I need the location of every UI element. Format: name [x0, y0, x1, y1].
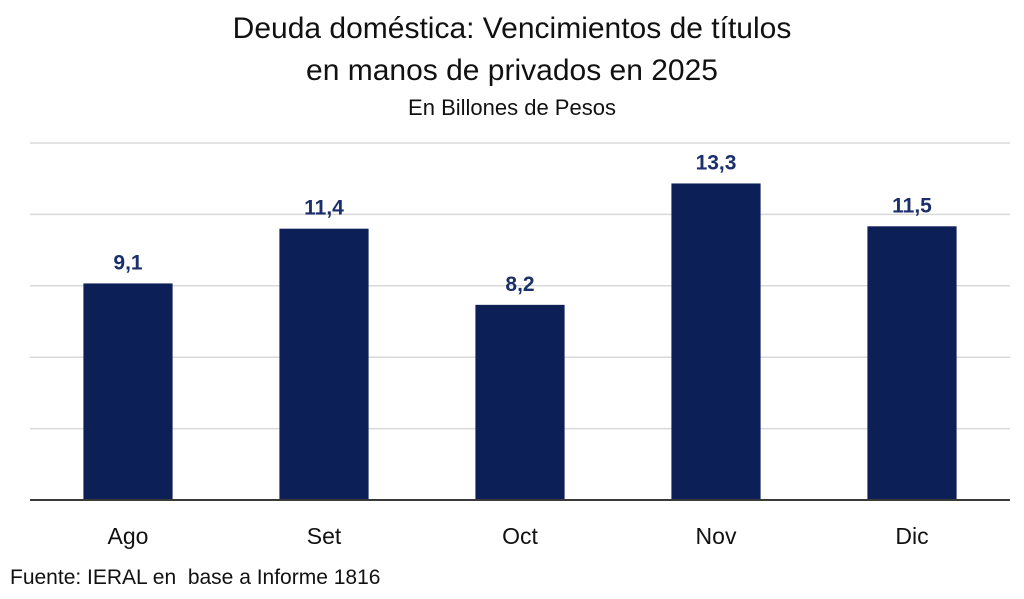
bar-set	[279, 228, 369, 500]
bar-oct	[475, 304, 565, 500]
data-label: 11,5	[892, 194, 932, 217]
data-label: 9,1	[113, 251, 143, 274]
chart-title: Deuda doméstica: Vencimientos de títulos…	[0, 8, 1024, 92]
chart-subtitle: En Billones de Pesos	[408, 95, 616, 120]
data-label: 11,4	[304, 197, 344, 220]
data-labels: 9,1 11,4 8,2 13,3 11,5	[113, 151, 932, 295]
x-tick-label: Nov	[696, 523, 737, 549]
data-label: 8,2	[505, 273, 534, 296]
bar-nov	[671, 183, 761, 500]
x-tick-label: Dic	[895, 523, 928, 549]
x-tick-label: Oct	[502, 523, 538, 549]
bars	[83, 183, 957, 501]
x-tick-label: Ago	[108, 523, 149, 549]
chart-title-line-1: Deuda doméstica: Vencimientos de títulos	[232, 12, 792, 45]
x-tick-labels: Ago Set Oct Nov Dic	[108, 523, 929, 549]
gridlines	[30, 142, 1010, 430]
bar-ago	[83, 283, 173, 500]
x-tick-label: Set	[307, 523, 342, 549]
data-label: 13,3	[696, 151, 737, 174]
bar-dic	[867, 226, 957, 501]
source-note: Fuente: IERAL en base a Informe 1816	[10, 566, 381, 589]
chart-title-line-2: en manos de privados en 2025	[306, 54, 718, 87]
